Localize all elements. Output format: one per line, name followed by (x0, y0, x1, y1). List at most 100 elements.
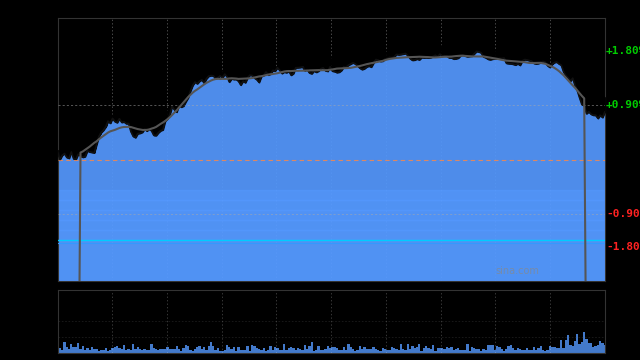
Bar (304, 345, 306, 353)
Bar (540, 346, 542, 353)
Bar (109, 350, 111, 353)
Bar (201, 349, 203, 353)
Bar (551, 347, 554, 353)
Bar (567, 334, 570, 353)
Bar (368, 350, 370, 353)
Bar (95, 349, 98, 353)
Bar (590, 343, 592, 353)
Bar (290, 347, 292, 353)
Bar (196, 347, 198, 353)
Bar (416, 347, 418, 353)
Bar (384, 349, 386, 353)
Bar (274, 347, 276, 353)
Bar (120, 349, 123, 353)
Bar (155, 349, 157, 353)
Bar (388, 350, 391, 353)
Bar (258, 349, 260, 353)
Bar (528, 350, 531, 353)
Bar (436, 348, 439, 353)
Bar (84, 350, 86, 353)
Bar (58, 240, 605, 281)
Bar (210, 342, 212, 353)
Bar (548, 346, 551, 353)
Bar (510, 346, 512, 353)
Bar (207, 346, 210, 353)
Bar (348, 345, 349, 353)
Bar (58, 200, 605, 210)
Bar (68, 349, 70, 353)
Bar (515, 350, 516, 353)
Bar (249, 351, 251, 353)
Bar (563, 347, 564, 353)
Bar (157, 350, 159, 353)
Bar (226, 345, 228, 353)
Bar (418, 344, 420, 353)
Bar (79, 349, 82, 353)
Bar (63, 342, 66, 353)
Bar (464, 350, 467, 353)
Bar (278, 350, 281, 353)
Bar (500, 350, 503, 353)
Bar (439, 348, 441, 353)
Bar (364, 347, 365, 353)
Bar (532, 347, 535, 353)
Bar (586, 339, 588, 353)
Bar (413, 348, 416, 353)
Text: sina.com: sina.com (495, 266, 539, 275)
Bar (402, 348, 404, 353)
Bar (313, 351, 315, 353)
Bar (429, 349, 432, 353)
Bar (242, 351, 244, 353)
Bar (412, 346, 413, 353)
Bar (269, 346, 271, 353)
Bar (322, 350, 324, 353)
Bar (516, 348, 519, 353)
Bar (123, 345, 125, 353)
Bar (251, 345, 253, 353)
Bar (72, 347, 75, 353)
Bar (583, 332, 586, 353)
Bar (457, 348, 460, 353)
Bar (127, 350, 130, 353)
Bar (189, 350, 191, 353)
Bar (301, 350, 304, 353)
Bar (477, 349, 480, 353)
Bar (361, 349, 364, 353)
Bar (452, 350, 455, 353)
Bar (468, 351, 471, 353)
Bar (194, 349, 196, 353)
Bar (164, 349, 166, 353)
Bar (239, 350, 242, 353)
Bar (342, 347, 345, 353)
Bar (191, 351, 194, 353)
Bar (58, 190, 605, 200)
Bar (88, 350, 91, 353)
Bar (212, 346, 214, 353)
Bar (132, 345, 134, 353)
Bar (297, 348, 299, 353)
Bar (100, 350, 102, 353)
Bar (386, 350, 388, 353)
Bar (162, 350, 164, 353)
Bar (283, 345, 285, 353)
Bar (425, 346, 428, 353)
Bar (592, 347, 595, 353)
Bar (444, 349, 445, 353)
Bar (380, 351, 381, 353)
Bar (82, 346, 84, 353)
Bar (228, 347, 230, 353)
Bar (480, 351, 483, 353)
Bar (219, 351, 221, 353)
Bar (146, 350, 148, 353)
Bar (580, 342, 583, 353)
Bar (333, 347, 336, 353)
Bar (262, 348, 265, 353)
Bar (595, 346, 596, 353)
Bar (434, 351, 436, 353)
Bar (554, 347, 556, 353)
Bar (326, 346, 329, 353)
Bar (524, 350, 526, 353)
Bar (505, 349, 508, 353)
Bar (324, 349, 326, 353)
Bar (460, 350, 461, 353)
